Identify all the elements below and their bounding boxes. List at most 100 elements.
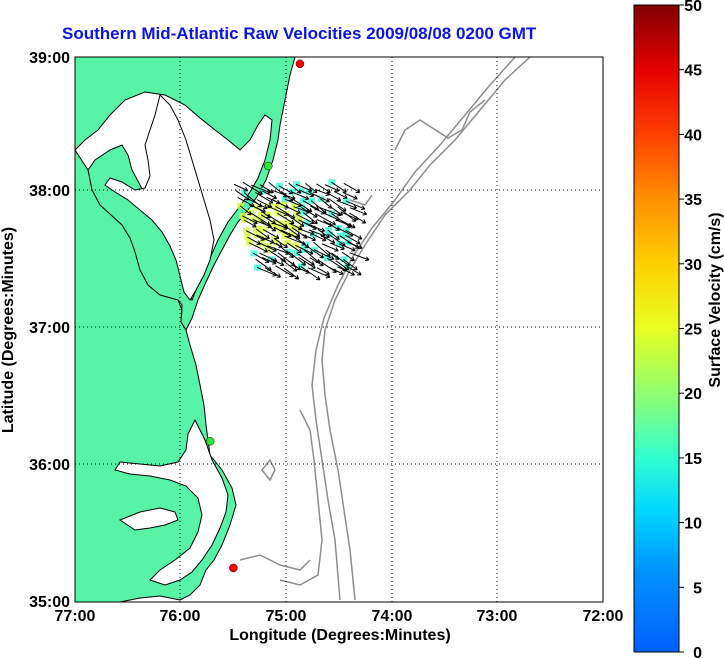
velocity-arrow <box>283 204 301 214</box>
velocity-arrowhead <box>243 187 249 192</box>
velocity-arrow <box>256 199 272 208</box>
x-tick-label: 72:00 <box>583 608 624 625</box>
velocity-arrow <box>343 182 360 193</box>
bathymetry-contours <box>239 57 531 601</box>
velocity-arrowhead <box>351 223 356 229</box>
velocity-arrowhead <box>334 187 340 192</box>
velocity-arrowhead <box>311 264 316 269</box>
velocity-arrow <box>256 266 277 276</box>
velocity-arrow <box>302 200 319 211</box>
velocity-arrow <box>278 185 293 194</box>
velocity-arrowhead <box>321 236 327 242</box>
velocity-arrow <box>319 206 341 216</box>
velocity-arrow <box>260 220 276 232</box>
velocity-arrowhead <box>268 199 274 204</box>
x-tick-labels: 77:00 76:00 75:00 74:00 73:00 72:00 <box>55 608 624 625</box>
velocity-arrow <box>309 257 324 267</box>
velocity-arrowhead <box>340 245 345 251</box>
velocity-arrow <box>281 190 294 202</box>
velocity-arrow <box>253 252 270 263</box>
velocity-arrow <box>327 192 341 202</box>
velocity-arrowhead <box>320 210 326 215</box>
velocity-arrow <box>324 212 340 221</box>
velocity-arrow <box>288 251 306 266</box>
velocity-arrow <box>298 257 316 269</box>
x-axis-label: Longitude (Degrees:Minutes) <box>229 627 450 644</box>
velocity-arrow <box>317 259 337 273</box>
x-tick-label: 76:00 <box>160 608 201 625</box>
velocity-arrow <box>300 190 314 197</box>
velocity-arrow <box>329 242 345 250</box>
velocity-arrow <box>235 190 250 201</box>
velocity-arrowhead <box>358 244 363 250</box>
velocity-arrowhead <box>355 188 361 194</box>
velocity-arrow <box>308 229 326 237</box>
velocity-arrow <box>261 257 277 265</box>
velocity-arrow <box>307 267 331 278</box>
velocity-arrowhead <box>294 275 300 280</box>
station-marker <box>295 59 305 69</box>
velocity-arrow <box>250 212 271 226</box>
velocity-arrow <box>280 229 301 240</box>
velocity-arrowhead <box>338 211 343 216</box>
velocity-arrow <box>313 249 334 260</box>
velocity-arrow <box>305 183 318 194</box>
y-tick-label: 35:00 <box>29 594 70 611</box>
velocity-arrow <box>242 181 263 195</box>
velocity-arrowhead <box>331 221 336 226</box>
velocity-arrowhead <box>279 261 285 267</box>
velocity-arrow <box>327 229 340 240</box>
velocity-arrowhead <box>350 271 355 276</box>
velocity-arrow <box>335 260 349 271</box>
velocity-arrowhead <box>325 233 330 238</box>
velocity-arrowhead <box>296 189 302 194</box>
velocity-arrow <box>333 191 348 199</box>
velocity-arrow <box>283 267 299 280</box>
x-tick-label: 77:00 <box>55 608 96 625</box>
velocity-arrow <box>267 205 289 216</box>
y-tick-labels: 39:00 38:00 37:00 36:00 35:00 <box>29 50 70 611</box>
velocity-arrowhead <box>292 267 298 272</box>
velocity-arrow <box>267 249 286 262</box>
velocity-arrow <box>288 182 302 194</box>
velocity-arrow <box>325 249 339 260</box>
velocity-arrowhead <box>334 247 339 252</box>
velocity-arrowhead <box>364 256 370 262</box>
velocity-arrowhead <box>339 270 344 276</box>
colorbar-label: Surface Velocity (cm/s) <box>707 212 724 387</box>
velocity-arrow <box>348 212 366 224</box>
velocity-arrow <box>331 181 347 193</box>
velocity-arrow <box>328 205 343 216</box>
velocity-arrow <box>349 252 370 261</box>
velocity-arrowhead <box>271 227 277 232</box>
velocity-arrow <box>255 192 274 204</box>
velocity-arrow <box>248 242 268 253</box>
velocity-arrow <box>300 207 318 218</box>
map-title: Southern Mid-Atlantic Raw Velocities 200… <box>62 24 537 43</box>
velocity-arrow <box>345 230 363 240</box>
velocity-arrow <box>275 205 296 219</box>
velocity-arrow <box>343 258 358 271</box>
velocity-arrow <box>295 183 313 192</box>
velocity-arrow <box>250 184 271 194</box>
velocity-arrow <box>270 258 285 266</box>
velocity-arrowhead <box>360 205 366 211</box>
velocity-arrow <box>338 243 356 251</box>
velocity-arrow <box>267 245 290 255</box>
velocity-arrow <box>298 219 317 230</box>
velocity-arrow <box>347 241 363 249</box>
velocity-arrowhead <box>288 196 294 202</box>
velocity-arrow <box>289 222 303 230</box>
colorbar <box>633 4 680 653</box>
velocity-arrowhead <box>311 236 317 242</box>
velocity-arrow <box>349 207 367 215</box>
chesapeake-bay <box>104 94 215 301</box>
velocity-arrow <box>256 207 271 219</box>
velocity-arrow <box>259 184 274 194</box>
velocity-arrow <box>312 234 327 241</box>
velocity-arrow <box>237 196 255 207</box>
x-tick-label: 75:00 <box>266 608 307 625</box>
velocity-arrowhead <box>325 270 330 276</box>
velocity-arrow <box>331 212 351 228</box>
